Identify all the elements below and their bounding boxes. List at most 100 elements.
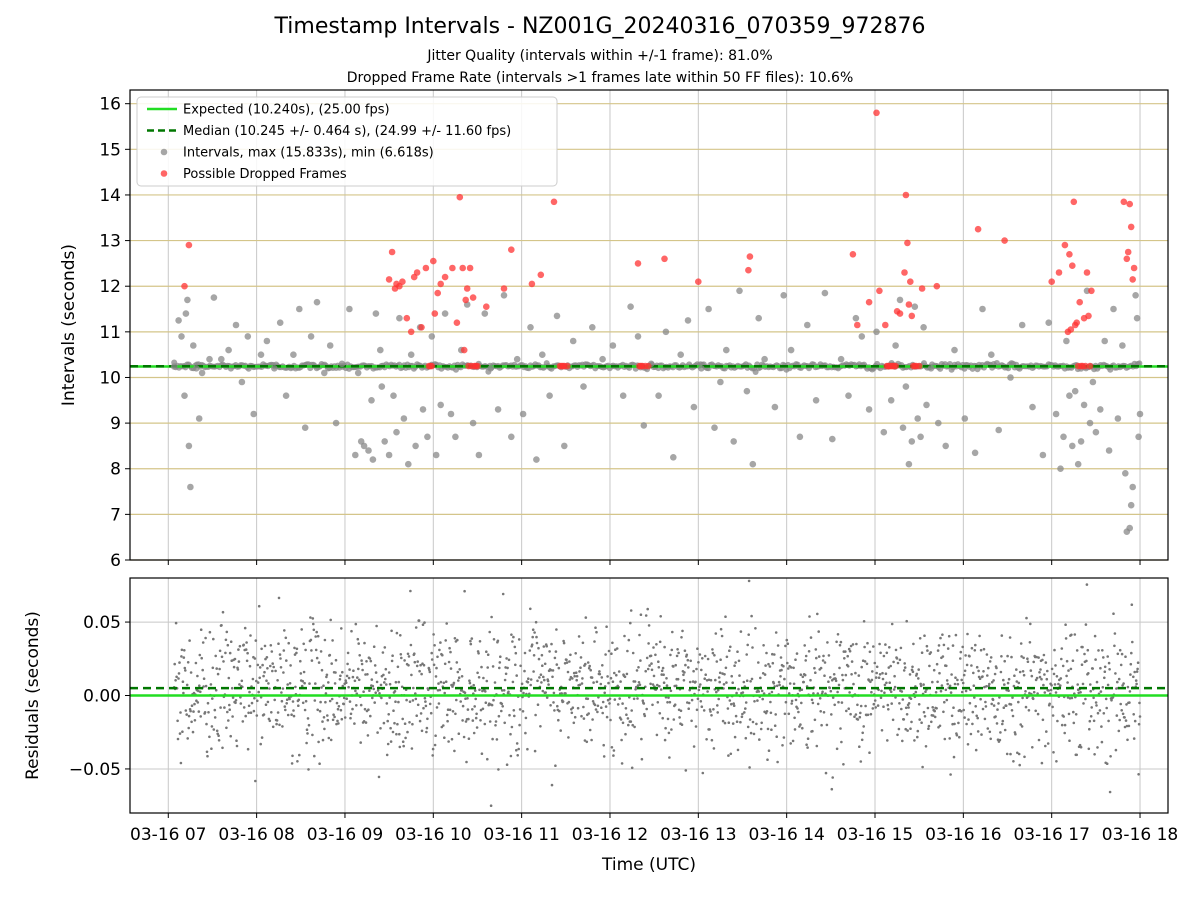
- residual-point: [1050, 684, 1053, 687]
- residual-point: [574, 652, 577, 655]
- residual-point: [660, 673, 663, 676]
- residual-point: [714, 632, 718, 635]
- interval-point: [184, 296, 191, 304]
- residual-point: [500, 709, 503, 713]
- residual-point: [781, 744, 784, 747]
- residual-point: [514, 663, 517, 667]
- residual-point: [667, 696, 670, 699]
- residual-point: [455, 698, 458, 702]
- dropped-frame-point: [1083, 269, 1091, 276]
- residual-point: [1092, 696, 1095, 700]
- residual-point: [1039, 668, 1042, 671]
- residual-point: [913, 739, 916, 742]
- residual-point: [1084, 697, 1087, 701]
- residual-point: [769, 700, 772, 704]
- residual-point: [575, 678, 578, 682]
- residual-point: [1011, 714, 1015, 718]
- residual-point: [445, 713, 449, 717]
- residual-point: [804, 659, 807, 662]
- residual-point: [301, 701, 305, 705]
- residual-point: [610, 746, 614, 749]
- residual-point: [619, 680, 622, 683]
- residual-point: [397, 680, 401, 684]
- residual-point: [466, 708, 470, 711]
- residual-point: [844, 650, 847, 653]
- residual-point: [300, 628, 304, 631]
- residual-point: [996, 708, 999, 711]
- residual-point: [995, 666, 998, 670]
- residual-point: [1095, 704, 1098, 707]
- residual-point: [956, 678, 959, 682]
- residual-point: [874, 706, 877, 709]
- residual-point: [715, 660, 719, 663]
- residual-point: [808, 615, 811, 618]
- interval-point: [627, 303, 634, 311]
- residual-point: [863, 645, 866, 649]
- residual-point: [922, 683, 925, 686]
- interval-point: [372, 310, 380, 317]
- residual-point: [399, 634, 402, 637]
- dropped-frame-point: [1088, 287, 1095, 295]
- residual-point: [920, 721, 923, 724]
- residual-point: [769, 711, 773, 715]
- residual-point: [251, 677, 255, 681]
- residual-point: [177, 677, 180, 680]
- residual-point: [348, 700, 352, 703]
- residual-point: [854, 713, 858, 716]
- dropped-frame-point: [1069, 262, 1076, 270]
- y-tick-label: 10: [99, 368, 121, 388]
- residual-point: [666, 701, 669, 704]
- residual-point: [527, 677, 530, 680]
- interval-point: [730, 438, 737, 445]
- residual-point: [217, 739, 221, 742]
- residual-point: [183, 649, 186, 652]
- residual-point: [1048, 702, 1051, 706]
- residual-point: [862, 620, 866, 623]
- residual-point: [475, 712, 478, 716]
- residual-point: [1128, 690, 1132, 693]
- interval-point: [424, 433, 431, 441]
- residual-point: [511, 640, 514, 643]
- residual-point: [228, 708, 231, 711]
- residual-point: [855, 642, 858, 646]
- residual-point: [357, 642, 361, 645]
- residual-point: [959, 650, 963, 654]
- x-tick-label: 03-16 07: [130, 825, 206, 845]
- residual-point: [1067, 712, 1071, 716]
- residual-point: [463, 691, 467, 694]
- residual-point: [199, 690, 202, 694]
- residual-point: [249, 711, 253, 714]
- residual-point: [991, 698, 995, 702]
- residual-point: [1044, 661, 1048, 664]
- residual-point: [963, 716, 966, 719]
- residual-point: [1012, 760, 1015, 763]
- residual-point: [837, 700, 840, 704]
- residual-point: [894, 648, 898, 652]
- residual-point: [773, 653, 776, 656]
- residual-point: [462, 735, 466, 739]
- residual-point: [340, 717, 344, 721]
- residual-point: [198, 684, 201, 687]
- residual-point: [701, 771, 705, 775]
- residual-point: [291, 700, 295, 703]
- residual-point: [414, 697, 418, 701]
- residual-point: [631, 651, 635, 655]
- residual-point: [313, 699, 317, 702]
- residual-point: [950, 673, 953, 676]
- residual-point: [1135, 670, 1139, 673]
- residual-point: [700, 668, 703, 672]
- residual-point: [870, 690, 873, 694]
- residual-point: [671, 630, 674, 634]
- residual-point: [621, 702, 624, 705]
- residual-point: [658, 684, 661, 688]
- residual-points: [172, 579, 1142, 807]
- residual-point: [295, 647, 299, 651]
- residual-point: [587, 666, 591, 670]
- residual-point: [413, 652, 416, 655]
- residual-point: [375, 624, 378, 628]
- dropped-frame-point: [449, 264, 456, 272]
- interval-point: [365, 447, 372, 454]
- residual-point: [181, 730, 184, 733]
- residual-point: [594, 626, 597, 629]
- residual-point: [425, 726, 429, 730]
